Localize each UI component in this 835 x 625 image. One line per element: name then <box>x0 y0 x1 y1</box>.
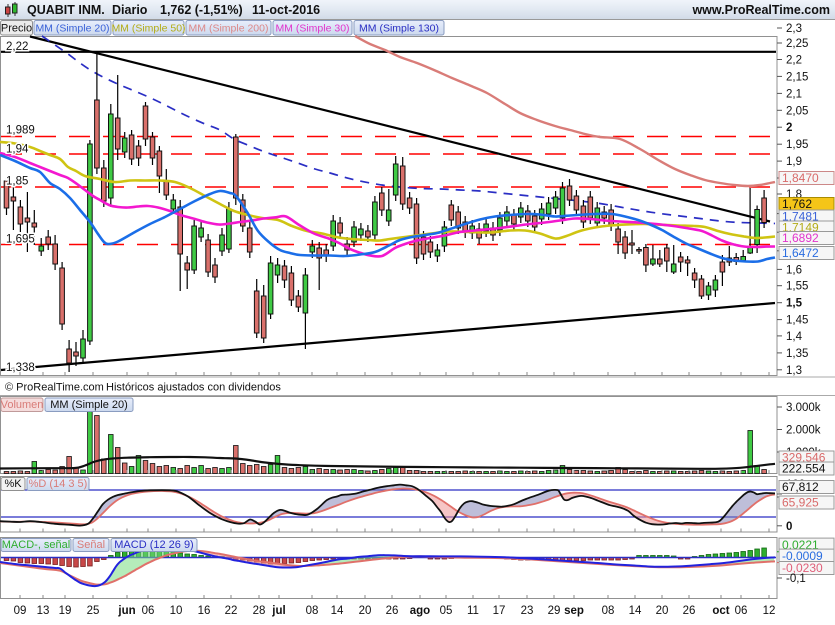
svg-text:2.000k: 2.000k <box>786 425 821 437</box>
svg-text:1,95: 1,95 <box>786 139 808 151</box>
svg-text:2,2: 2,2 <box>786 55 802 67</box>
svg-text:2,15: 2,15 <box>786 71 808 83</box>
svg-text:1,762 (-1,51%): 1,762 (-1,51%) <box>160 3 243 17</box>
svg-text:14: 14 <box>629 605 642 617</box>
svg-text:2,05: 2,05 <box>786 105 808 117</box>
svg-text:11-oct-2016: 11-oct-2016 <box>252 3 320 17</box>
svg-text:222.554: 222.554 <box>782 462 826 476</box>
svg-text:08: 08 <box>306 605 319 617</box>
svg-text:Históricos ajustados con divid: Históricos ajustados con dividendos <box>106 382 281 394</box>
svg-text:-0,0009: -0,0009 <box>782 549 823 563</box>
svg-text:29: 29 <box>548 605 561 617</box>
svg-text:1,7481: 1,7481 <box>782 210 819 224</box>
svg-text:MM (Simple 130): MM (Simple 130) <box>359 23 439 35</box>
svg-text:MM (Simple 50): MM (Simple 50) <box>111 23 185 35</box>
svg-text:sep: sep <box>564 605 584 617</box>
svg-text:1,35: 1,35 <box>786 348 808 360</box>
svg-text:1,85: 1,85 <box>6 176 28 188</box>
svg-text:0,0221: 0,0221 <box>782 538 819 552</box>
svg-text:MACD-, señal: MACD-, señal <box>2 539 70 551</box>
svg-text:1,989: 1,989 <box>6 125 35 137</box>
svg-text:1,8470: 1,8470 <box>782 171 819 185</box>
svg-text:MM (Simple 20): MM (Simple 20) <box>35 23 109 35</box>
svg-text:oct: oct <box>712 605 729 617</box>
svg-text:MACD (12 26 9): MACD (12 26 9) <box>114 539 193 551</box>
svg-text:1,9: 1,9 <box>786 156 802 168</box>
svg-text:05: 05 <box>440 605 453 617</box>
svg-text:22: 22 <box>225 605 238 617</box>
svg-text:1,6: 1,6 <box>786 264 802 276</box>
svg-text:1,695: 1,695 <box>6 234 35 246</box>
svg-text:1,6892: 1,6892 <box>782 231 819 245</box>
svg-text:1,5: 1,5 <box>786 298 803 310</box>
svg-text:2,1: 2,1 <box>786 88 802 100</box>
svg-text:20: 20 <box>656 605 669 617</box>
svg-text:2,25: 2,25 <box>786 38 808 50</box>
svg-text:MM (Simple 20): MM (Simple 20) <box>50 399 128 411</box>
svg-text:20: 20 <box>359 605 372 617</box>
svg-text:jun: jun <box>117 605 135 617</box>
svg-text:1,55: 1,55 <box>786 281 808 293</box>
svg-text:0: 0 <box>786 521 792 533</box>
svg-text:2,3: 2,3 <box>786 23 802 35</box>
svg-text:25: 25 <box>87 605 100 617</box>
svg-text:ago: ago <box>410 605 430 617</box>
svg-text:17: 17 <box>493 605 506 617</box>
svg-text:%K: %K <box>4 478 22 490</box>
svg-text:10: 10 <box>170 605 183 617</box>
svg-text:MM (Simple 200): MM (Simple 200) <box>189 23 269 35</box>
svg-text:14: 14 <box>331 605 344 617</box>
svg-text:1,338: 1,338 <box>6 362 35 374</box>
svg-text:QUABIT INM.: QUABIT INM. <box>27 3 105 17</box>
svg-text:19: 19 <box>59 605 72 617</box>
svg-text:jul: jul <box>271 605 285 617</box>
svg-text:1,3: 1,3 <box>786 365 802 377</box>
svg-text:1,4: 1,4 <box>786 331 803 343</box>
svg-text:06: 06 <box>142 605 155 617</box>
svg-text:Volumen: Volumen <box>1 399 44 411</box>
svg-text:-0,0230: -0,0230 <box>782 561 823 575</box>
svg-text:11: 11 <box>467 605 479 617</box>
svg-text:3.000k: 3.000k <box>786 402 821 414</box>
svg-text:13: 13 <box>37 605 50 617</box>
svg-text:23: 23 <box>521 605 534 617</box>
svg-text:28: 28 <box>253 605 266 617</box>
svg-text:1,6472: 1,6472 <box>782 246 819 260</box>
svg-text:www.ProRealTime.com: www.ProRealTime.com <box>691 3 830 17</box>
svg-text:12: 12 <box>763 605 776 617</box>
svg-text:1,45: 1,45 <box>786 315 808 327</box>
svg-text:09: 09 <box>14 605 27 617</box>
svg-text:Señal: Señal <box>77 539 105 551</box>
svg-text:Precio: Precio <box>1 23 32 35</box>
svg-text:2,22: 2,22 <box>6 41 28 53</box>
svg-text:26: 26 <box>386 605 399 617</box>
svg-text:26: 26 <box>683 605 696 617</box>
svg-text:329.546: 329.546 <box>782 451 826 465</box>
svg-text:06: 06 <box>735 605 748 617</box>
svg-text:1,762: 1,762 <box>782 197 812 211</box>
svg-text:Diario: Diario <box>112 3 148 17</box>
svg-text:-0,1: -0,1 <box>786 573 806 585</box>
svg-text:2: 2 <box>786 122 792 134</box>
svg-text:%D (14 3 5): %D (14 3 5) <box>29 478 88 490</box>
svg-text:MM (Simple 30): MM (Simple 30) <box>275 23 349 35</box>
svg-text:© ProRealTime.com: © ProRealTime.com <box>5 382 104 394</box>
svg-text:65,925: 65,925 <box>782 496 819 510</box>
svg-text:1,94: 1,94 <box>6 144 29 156</box>
svg-text:67,812: 67,812 <box>782 480 819 494</box>
svg-text:16: 16 <box>198 605 211 617</box>
svg-text:08: 08 <box>602 605 615 617</box>
